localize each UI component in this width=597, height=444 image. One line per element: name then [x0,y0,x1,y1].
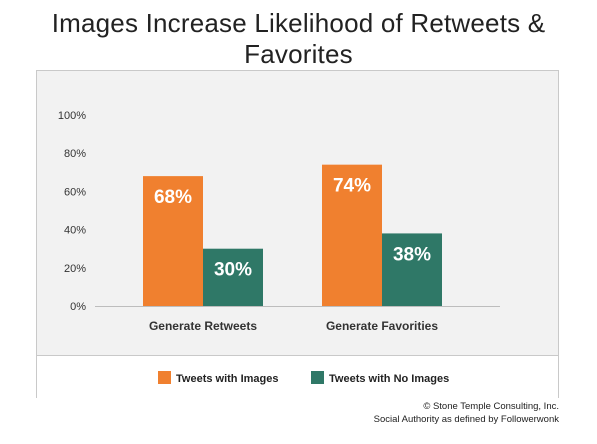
chart-title: Images Increase Likelihood of Retweets &… [51,8,546,69]
y-tick-label: 40% [64,225,86,237]
x-category-label: Generate Retweets [149,319,257,333]
bar [143,176,203,306]
chart-legend: Tweets with Images Tweets with No Images [37,355,558,399]
legend-swatch-no-images [311,371,324,384]
legend-swatch-images [158,371,171,384]
data-label: 74% [333,176,371,197]
y-tick-label: 100% [58,110,86,122]
y-tick-label: 20% [64,263,86,275]
x-category-label: Generate Favorities [326,319,438,333]
legend-item-images: Tweets with Images [158,371,279,385]
legend-item-no-images: Tweets with No Images [311,371,449,385]
credit-line-2: Social Authority as defined by Followerw… [373,414,559,425]
bar [382,233,442,306]
data-label: 38% [393,244,431,265]
y-tick-label: 60% [64,186,86,198]
credit-line-1: © Stone Temple Consulting, Inc. [423,401,559,412]
legend-label-no-images: Tweets with No Images [329,373,450,385]
data-label: 30% [214,260,252,281]
legend-label-images: Tweets with Images [176,373,279,385]
bar [203,248,263,306]
data-label: 68% [154,187,192,208]
y-tick-label: 0% [70,301,86,313]
bar [322,164,382,306]
chart-panel: Tweets with Images Tweets with No Images [36,70,559,399]
y-tick-label: 80% [64,148,86,160]
